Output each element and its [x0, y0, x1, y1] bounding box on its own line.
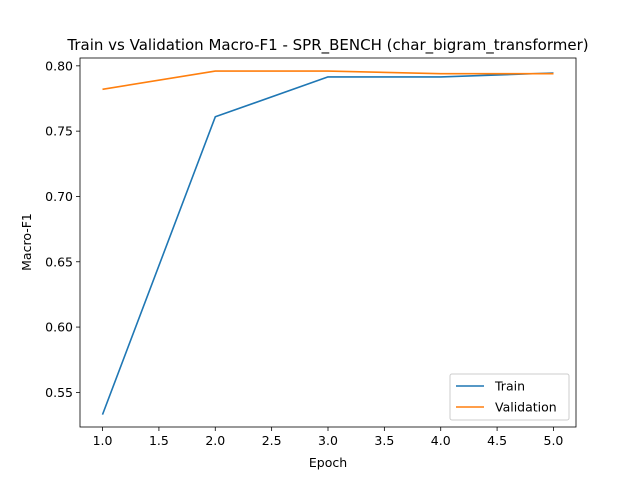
y-tick-label: 0.75 — [45, 124, 73, 139]
x-tick-label: 2.5 — [262, 433, 282, 448]
x-axis: 1.0 1.5 2.0 2.5 3.0 3.5 4.0 4.5 5.0 — [93, 427, 564, 448]
x-tick-label: 4.0 — [431, 433, 451, 448]
plot-background — [80, 58, 576, 427]
y-axis: 0.55 0.60 0.65 0.70 0.75 0.80 — [45, 58, 80, 400]
chart-title: Train vs Validation Macro-F1 - SPR_BENCH… — [66, 36, 588, 55]
x-tick-label: 1.0 — [93, 433, 113, 448]
y-tick-label: 0.60 — [45, 320, 73, 335]
x-axis-label: Epoch — [309, 455, 347, 470]
legend: Train Validation — [449, 373, 570, 421]
y-tick-label: 0.80 — [45, 58, 73, 73]
x-tick-label: 3.5 — [374, 433, 394, 448]
legend-label-train: Train — [494, 379, 525, 394]
legend-label-validation: Validation — [495, 400, 557, 415]
x-tick-label: 5.0 — [544, 433, 564, 448]
x-tick-label: 1.5 — [149, 433, 169, 448]
x-tick-label: 2.0 — [205, 433, 225, 448]
series-line-validation — [102, 70, 554, 91]
y-tick-label: 0.70 — [45, 189, 73, 204]
series-line-train — [101, 72, 554, 415]
x-tick-label: 4.5 — [487, 433, 507, 448]
y-tick-label: 0.65 — [45, 254, 73, 269]
y-tick-label: 0.55 — [45, 385, 73, 400]
y-axis-label: Macro-F1 — [19, 213, 34, 271]
x-tick-label: 3.0 — [318, 433, 338, 448]
series-layer — [101, 70, 554, 415]
